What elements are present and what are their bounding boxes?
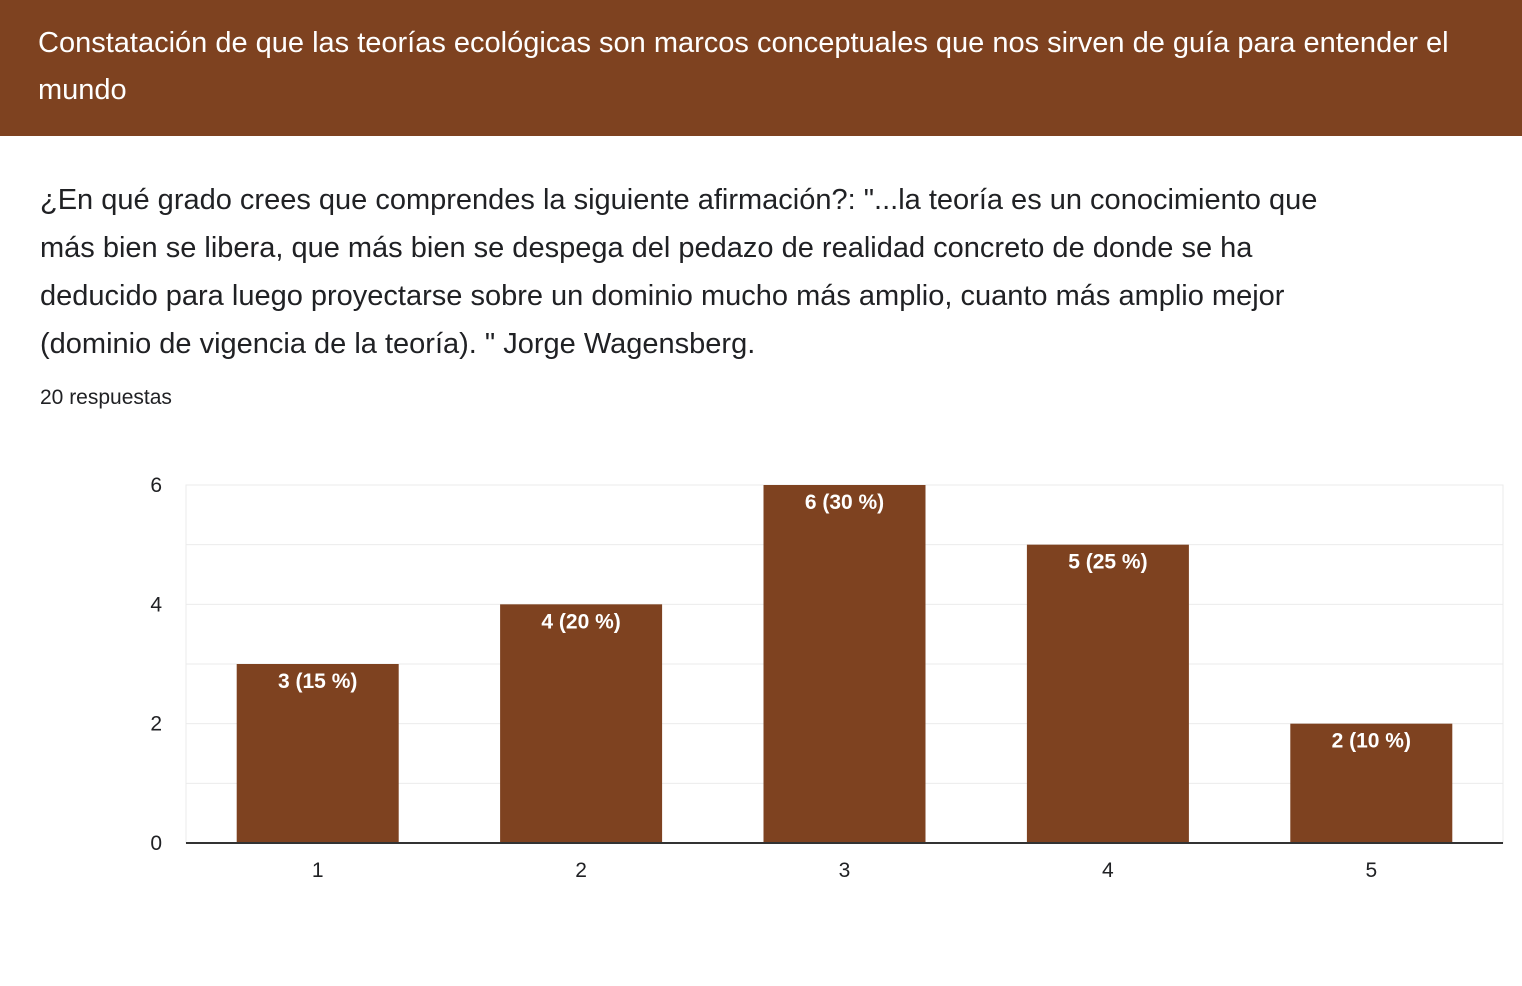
data-label: 6 (30 %) xyxy=(805,491,884,514)
y-tick-label: 0 xyxy=(150,832,162,855)
bar xyxy=(764,485,926,843)
bar xyxy=(1027,545,1189,843)
data-label: 5 (25 %) xyxy=(1068,551,1147,574)
bar xyxy=(500,604,662,843)
bar-chart: 0 2 4 6 3 (15 %) 1 4 (20 %) 2 6 (30 %) 3 5 (25 %) 4… xyxy=(0,440,1522,900)
x-tick-label: 1 xyxy=(312,859,324,882)
data-label: 3 (15 %) xyxy=(278,670,357,693)
x-tick-label: 3 xyxy=(839,859,851,882)
response-count: 20 respuestas xyxy=(40,386,172,410)
data-label: 4 (20 %) xyxy=(541,610,620,633)
data-label: 2 (10 %) xyxy=(1332,730,1411,753)
section-title: Constatación de que las teorías ecológic… xyxy=(38,20,1462,114)
y-tick-label: 6 xyxy=(150,474,162,497)
y-tick-label: 4 xyxy=(150,593,162,616)
question-title: ¿En qué grado crees que comprendes la si… xyxy=(40,176,1360,368)
x-tick-label: 2 xyxy=(575,859,587,882)
x-tick-label: 5 xyxy=(1365,859,1377,882)
section-header: Constatación de que las teorías ecológic… xyxy=(0,0,1522,136)
x-tick-label: 4 xyxy=(1102,859,1114,882)
y-tick-label: 2 xyxy=(150,713,162,736)
